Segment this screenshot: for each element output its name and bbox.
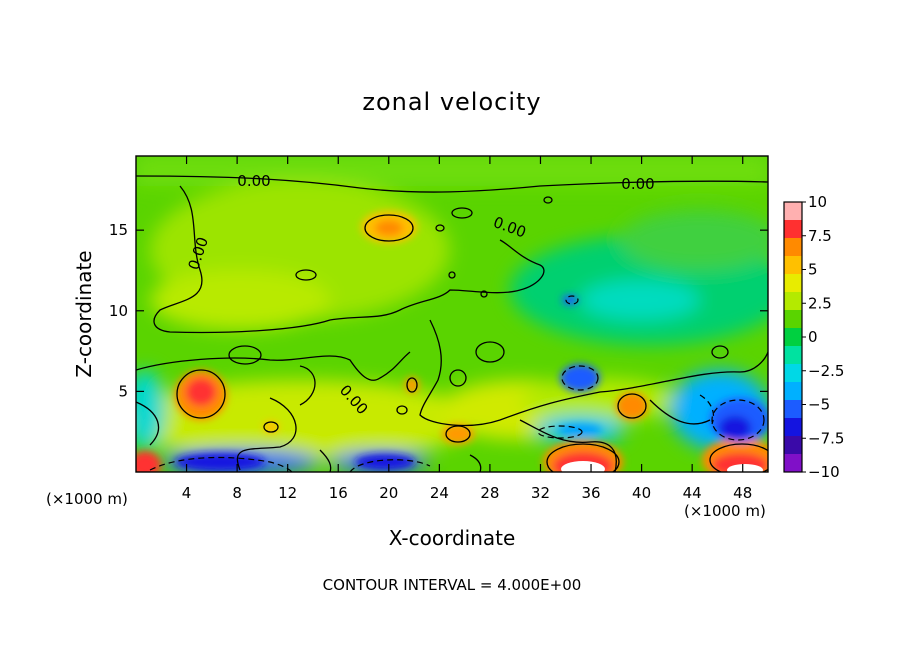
colorbar-swatch — [784, 292, 802, 311]
colorbar-tick-label: −2.5 — [808, 362, 844, 380]
x-tick-label: 44 — [683, 484, 702, 502]
colorbar-swatch — [784, 364, 802, 383]
colorbar-swatch — [784, 400, 802, 419]
x-tick-label: 4 — [182, 484, 192, 502]
colorbar-swatch — [784, 256, 802, 275]
y-tick-label: 10 — [109, 302, 128, 320]
colorbar-tick-label: 2.5 — [808, 294, 832, 312]
colorbar-swatch — [784, 238, 802, 257]
x-unit-label-right: (×1000 m) — [684, 502, 766, 520]
colorbar-tick-label: 7.5 — [808, 227, 832, 245]
colorbar-swatch — [784, 418, 802, 437]
x-tick-label: 24 — [430, 484, 449, 502]
colorbar-tick-label: −5 — [808, 396, 830, 414]
colorbar-swatch — [784, 454, 802, 473]
x-tick-label: 40 — [632, 484, 651, 502]
field-regions — [136, 156, 768, 472]
peak-max-2 — [727, 464, 763, 472]
x-tick-label: 32 — [531, 484, 550, 502]
colorbar-swatch — [784, 436, 802, 455]
x-tick-label: 28 — [480, 484, 499, 502]
x-tick-label: 16 — [329, 484, 348, 502]
colorbar-swatch — [784, 346, 802, 365]
contour-label: 0.00 — [621, 175, 654, 193]
peak-max-1 — [561, 461, 605, 472]
x-axis-label: X-coordinate — [388, 526, 516, 550]
plot-frame — [135, 155, 769, 473]
x-unit-label-left: (×1000 m) — [46, 490, 128, 508]
colorbar-tick-label: 0 — [808, 328, 818, 346]
contour-label: 0.00 — [237, 172, 270, 190]
colorbar-tick-label: 10 — [808, 193, 827, 211]
x-axis-ticks: 4 8 12 16 20 24 28 32 36 40 44 48 — [182, 156, 752, 502]
y-axis-ticks: 5 10 15 — [109, 221, 768, 400]
colorbar-swatch — [784, 274, 802, 293]
x-tick-label: 12 — [278, 484, 297, 502]
colorbar-tick-label: 5 — [808, 261, 818, 279]
colorbar-swatch — [784, 310, 802, 329]
colorbar-swatch — [784, 202, 802, 221]
y-tick-label: 5 — [118, 382, 128, 400]
colorbar: 10 7.5 5 2.5 0 −2.5 −5 −7.5 −10 — [783, 193, 844, 481]
chart-title: zonal velocity — [362, 88, 542, 116]
colorbar-swatch — [784, 220, 802, 239]
colorbar-tick-label: −10 — [808, 463, 840, 481]
colorbar-swatch — [784, 382, 802, 401]
x-tick-label: 8 — [232, 484, 242, 502]
colorbar-tick-label: −7.5 — [808, 429, 844, 447]
field-extrema — [136, 211, 768, 472]
colorbar-swatch — [784, 328, 802, 347]
y-tick-label: 15 — [109, 221, 128, 239]
x-tick-label: 48 — [733, 484, 752, 502]
contour-lines — [136, 175, 768, 472]
contour-interval-note: CONTOUR INTERVAL = 4.000E+00 — [322, 576, 582, 594]
heatmap-field — [136, 156, 768, 472]
x-tick-label: 20 — [379, 484, 398, 502]
x-tick-label: 36 — [581, 484, 600, 502]
